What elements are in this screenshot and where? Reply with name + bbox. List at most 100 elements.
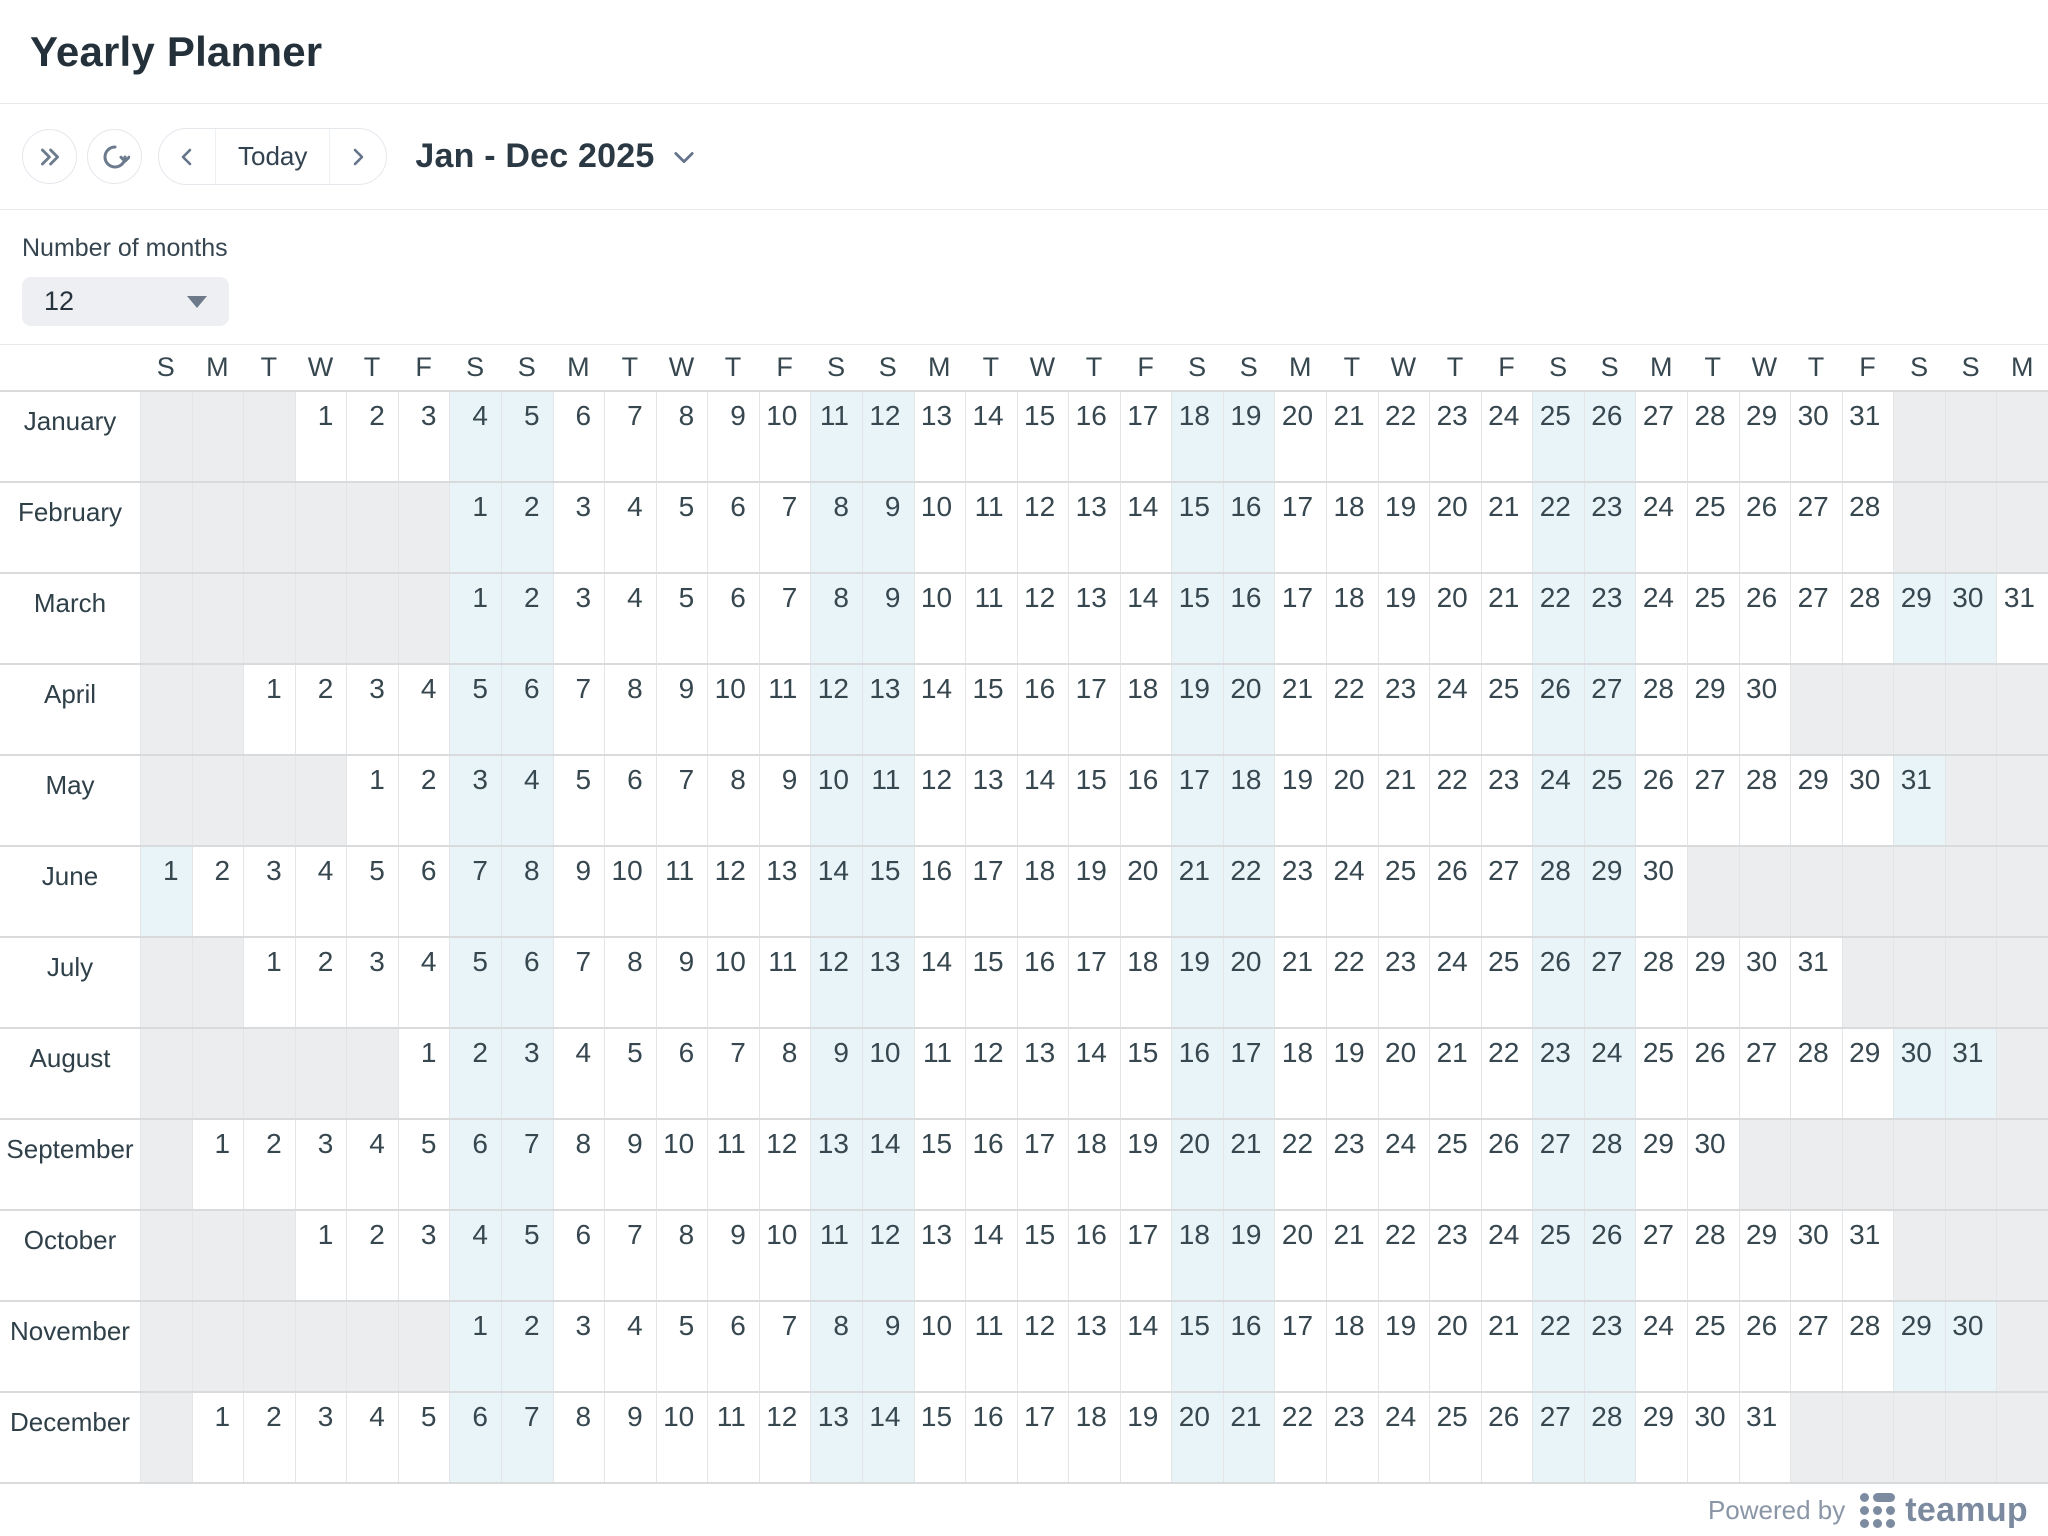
- day-cell[interactable]: 25: [1532, 1211, 1584, 1300]
- day-cell[interactable]: 22: [1532, 574, 1584, 663]
- day-cell[interactable]: 21: [1222, 1120, 1275, 1209]
- day-cell[interactable]: 13: [913, 1211, 966, 1300]
- day-cell[interactable]: 20: [1274, 1211, 1326, 1300]
- day-cell[interactable]: 16: [1222, 483, 1275, 572]
- day-cell[interactable]: 27: [1687, 756, 1739, 845]
- day-cell[interactable]: 3: [449, 756, 501, 845]
- day-cell[interactable]: 3: [397, 1211, 450, 1300]
- day-cell[interactable]: 22: [1222, 847, 1275, 936]
- day-cell[interactable]: 9: [604, 1120, 656, 1209]
- day-cell[interactable]: 11: [965, 574, 1017, 663]
- day-cell[interactable]: 10: [655, 1393, 708, 1482]
- day-cell[interactable]: 11: [965, 1302, 1017, 1391]
- day-cell[interactable]: 4: [294, 847, 347, 936]
- day-cell[interactable]: 8: [810, 483, 862, 572]
- day-cell[interactable]: 28: [1687, 1211, 1739, 1300]
- day-cell[interactable]: 26: [1635, 756, 1687, 845]
- day-cell[interactable]: 22: [1429, 756, 1481, 845]
- day-cell[interactable]: 20: [1171, 1120, 1223, 1209]
- day-cell[interactable]: 4: [604, 1302, 656, 1391]
- day-cell[interactable]: 15: [913, 1120, 966, 1209]
- day-cell[interactable]: 25: [1583, 756, 1636, 845]
- day-cell[interactable]: 4: [604, 483, 656, 572]
- day-cell[interactable]: 21: [1326, 392, 1378, 481]
- day-cell[interactable]: 24: [1532, 756, 1584, 845]
- day-cell[interactable]: 9: [861, 574, 914, 663]
- day-cell[interactable]: 16: [1222, 1302, 1275, 1391]
- day-cell[interactable]: 8: [707, 756, 759, 845]
- day-cell[interactable]: 30: [1790, 1211, 1842, 1300]
- day-cell[interactable]: 20: [1429, 1302, 1481, 1391]
- day-cell[interactable]: 24: [1326, 847, 1378, 936]
- day-cell[interactable]: 23: [1377, 665, 1430, 754]
- day-cell[interactable]: 27: [1583, 938, 1636, 1027]
- day-cell[interactable]: 21: [1274, 938, 1326, 1027]
- today-button[interactable]: Today: [215, 129, 331, 184]
- day-cell[interactable]: 23: [1429, 1211, 1481, 1300]
- day-cell[interactable]: 14: [913, 665, 966, 754]
- day-cell[interactable]: 17: [1068, 938, 1120, 1027]
- day-cell[interactable]: 3: [294, 1120, 347, 1209]
- day-cell[interactable]: 6: [552, 392, 605, 481]
- day-cell[interactable]: 29: [1635, 1120, 1687, 1209]
- day-cell[interactable]: 24: [1377, 1393, 1430, 1482]
- day-cell[interactable]: 17: [1274, 1302, 1326, 1391]
- day-cell[interactable]: 4: [604, 574, 656, 663]
- day-cell[interactable]: 11: [965, 483, 1017, 572]
- day-cell[interactable]: 9: [707, 1211, 759, 1300]
- day-cell[interactable]: 13: [1068, 574, 1120, 663]
- day-cell[interactable]: 15: [965, 665, 1017, 754]
- day-cell[interactable]: 13: [913, 392, 966, 481]
- day-cell[interactable]: 12: [1016, 574, 1069, 663]
- day-cell[interactable]: 7: [449, 847, 501, 936]
- day-cell[interactable]: 1: [294, 392, 347, 481]
- day-cell[interactable]: 10: [861, 1029, 914, 1118]
- day-cell[interactable]: 27: [1790, 574, 1842, 663]
- day-cell[interactable]: 18: [1016, 847, 1069, 936]
- day-cell[interactable]: 7: [655, 756, 708, 845]
- day-cell[interactable]: 28: [1583, 1120, 1636, 1209]
- day-cell[interactable]: 6: [707, 1302, 759, 1391]
- day-cell[interactable]: 23: [1532, 1029, 1584, 1118]
- day-cell[interactable]: 18: [1171, 392, 1223, 481]
- date-range-dropdown[interactable]: Jan - Dec 2025: [415, 137, 698, 176]
- day-cell[interactable]: 22: [1377, 1211, 1430, 1300]
- day-cell[interactable]: 14: [861, 1120, 914, 1209]
- day-cell[interactable]: 14: [1068, 1029, 1120, 1118]
- day-cell[interactable]: 1: [449, 574, 501, 663]
- day-cell[interactable]: 9: [758, 756, 811, 845]
- day-cell[interactable]: 30: [1738, 665, 1791, 754]
- day-cell[interactable]: 27: [1583, 665, 1636, 754]
- day-cell[interactable]: 27: [1480, 847, 1533, 936]
- day-cell[interactable]: 7: [758, 483, 811, 572]
- day-cell[interactable]: 28: [1841, 483, 1894, 572]
- day-cell[interactable]: 2: [500, 1302, 553, 1391]
- day-cell[interactable]: 31: [1944, 1029, 1997, 1118]
- day-cell[interactable]: 26: [1480, 1393, 1533, 1482]
- day-cell[interactable]: 27: [1532, 1393, 1584, 1482]
- day-cell[interactable]: 24: [1635, 1302, 1687, 1391]
- day-cell[interactable]: 14: [810, 847, 862, 936]
- day-cell[interactable]: 5: [449, 665, 501, 754]
- day-cell[interactable]: 19: [1377, 1302, 1430, 1391]
- day-cell[interactable]: 9: [810, 1029, 862, 1118]
- day-cell[interactable]: 7: [500, 1120, 553, 1209]
- day-cell[interactable]: 30: [1944, 574, 1997, 663]
- day-cell[interactable]: 9: [604, 1393, 656, 1482]
- day-cell[interactable]: 25: [1687, 483, 1739, 572]
- day-cell[interactable]: 6: [500, 665, 553, 754]
- day-cell[interactable]: 18: [1274, 1029, 1326, 1118]
- day-cell[interactable]: 10: [707, 938, 759, 1027]
- day-cell[interactable]: 12: [913, 756, 966, 845]
- day-cell[interactable]: 3: [346, 938, 398, 1027]
- day-cell[interactable]: 29: [1790, 756, 1842, 845]
- day-cell[interactable]: 21: [1480, 574, 1533, 663]
- day-cell[interactable]: 10: [913, 574, 966, 663]
- day-cell[interactable]: 13: [810, 1393, 862, 1482]
- day-cell[interactable]: 16: [1119, 756, 1172, 845]
- day-cell[interactable]: 6: [397, 847, 450, 936]
- day-cell[interactable]: 11: [758, 665, 811, 754]
- day-cell[interactable]: 7: [552, 938, 605, 1027]
- day-cell[interactable]: 25: [1480, 938, 1533, 1027]
- day-cell[interactable]: 27: [1790, 483, 1842, 572]
